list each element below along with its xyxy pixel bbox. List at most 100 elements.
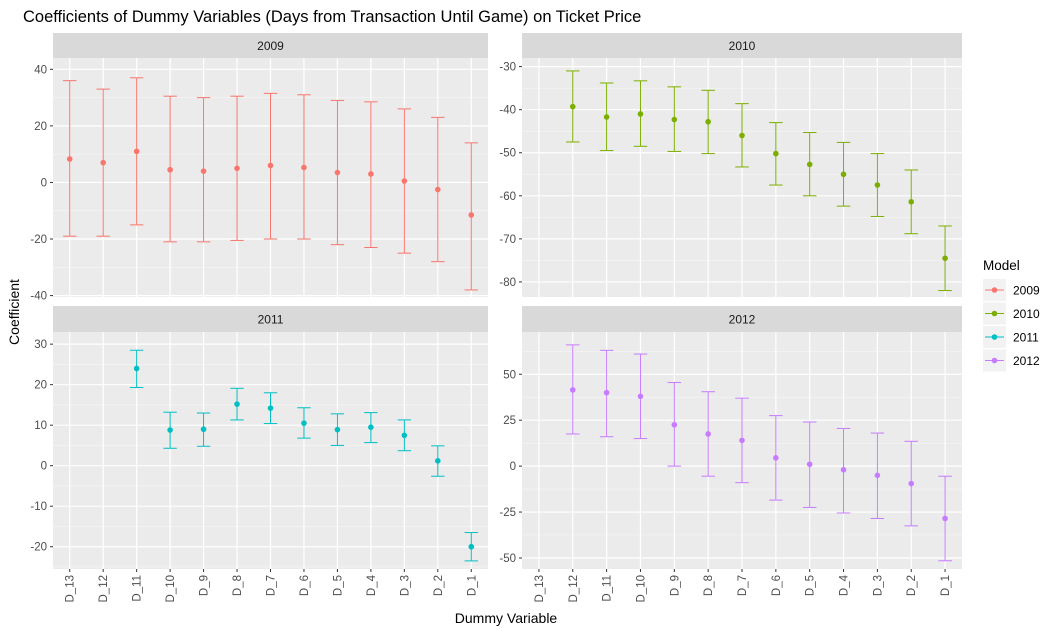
- x-tick-label: D_11: [132, 575, 144, 602]
- y-tick-label: -80: [499, 277, 516, 289]
- point-2012-D_4: [840, 466, 847, 473]
- point-2009-D_2: [435, 186, 441, 193]
- y-tick-label: -40: [30, 291, 47, 303]
- point-2010-D_2: [908, 199, 915, 205]
- x-tick-label: D_12: [98, 575, 110, 603]
- legend-title: Model: [983, 258, 1020, 273]
- point-2011-D_7: [267, 405, 274, 411]
- x-tick-label: D_1: [466, 575, 478, 596]
- x-tick-label: D_4: [366, 574, 378, 596]
- facet-strip: [53, 306, 488, 332]
- x-tick-label: D_3: [399, 575, 411, 596]
- facet-strip: [53, 33, 488, 58]
- point-2011-D_11: [133, 365, 140, 372]
- y-tick-label: 0: [41, 177, 47, 189]
- point-2012-D_3: [874, 472, 881, 479]
- x-tick-label: D_4: [839, 574, 851, 596]
- point-2009-D_4: [368, 171, 374, 177]
- legend-item-2012: 2012: [983, 349, 1040, 372]
- point-2012-D_11: [603, 389, 610, 396]
- point-2012-D_9: [671, 421, 678, 428]
- legend-label: 2010: [1013, 307, 1040, 321]
- point-2010-D_10: [637, 111, 644, 117]
- point-2010-D_4: [840, 171, 847, 178]
- legend-label: 2011: [1013, 331, 1039, 345]
- x-tick-label: D_10: [165, 575, 177, 603]
- legend-item-2009: 2009: [983, 279, 1040, 301]
- x-tick-label: D_11: [602, 575, 614, 602]
- y-tick-label: 20: [34, 380, 47, 392]
- x-tick-label: D_13: [534, 575, 546, 603]
- point-2009-D_11: [133, 148, 140, 155]
- point-2011-D_4: [368, 424, 374, 431]
- y-tick-label: -60: [499, 191, 516, 203]
- legend-label: 2012: [1013, 354, 1040, 368]
- legend-key-point: [991, 287, 998, 293]
- y-tick-label: 40: [34, 64, 47, 76]
- facet-strip: [522, 33, 962, 58]
- x-tick-label: D_1: [940, 575, 952, 596]
- legend-key-point: [991, 310, 998, 317]
- point-2010-D_8: [705, 118, 711, 125]
- point-2010-D_1: [942, 255, 948, 262]
- y-tick-label: -40: [499, 105, 516, 117]
- point-2009-D_6: [301, 164, 307, 171]
- x-tick-label: D_6: [299, 575, 311, 596]
- legend-key-point: [991, 334, 998, 340]
- facet-strip-label: 2010: [729, 39, 756, 53]
- facet-panel-2009: 2009 -40 -20 0 20 40: [30, 33, 488, 303]
- legend-item-2010: 2010: [983, 302, 1040, 325]
- legend: Model 2009 2010 2011 2012: [983, 258, 1040, 372]
- point-2011-D_10: [167, 427, 173, 433]
- x-tick-label: D_9: [199, 575, 211, 596]
- point-2012-D_6: [773, 455, 779, 461]
- x-tick-label: D_2: [906, 575, 918, 596]
- y-tick-label: 0: [41, 461, 47, 473]
- point-2011-D_3: [401, 432, 408, 439]
- x-tick-label: D_2: [433, 575, 445, 596]
- x-tick-label: D_13: [65, 575, 77, 603]
- y-tick-label: -25: [499, 507, 516, 519]
- point-2010-D_3: [874, 182, 881, 188]
- facet-strip-label: 2012: [729, 313, 756, 327]
- y-tick-label: 25: [503, 415, 516, 427]
- point-2011-D_8: [234, 401, 240, 407]
- point-2009-D_7: [267, 162, 274, 169]
- y-tick-label: -70: [499, 234, 516, 246]
- facet-strip-label: 2009: [257, 39, 284, 53]
- x-tick-label: D_8: [232, 575, 244, 596]
- point-2012-D_12: [569, 387, 576, 393]
- y-tick-label: -10: [30, 501, 47, 513]
- facet-panel-2010: 2010 -80 -70 -60 -50 -40 -30: [499, 33, 962, 297]
- y-tick-label: 10: [34, 420, 47, 432]
- point-2009-D_12: [100, 159, 106, 166]
- point-2010-D_6: [773, 150, 779, 157]
- y-tick-label: 20: [34, 121, 47, 133]
- facet-panels: 2009-40-20020402010-80-70-60-50-40-30201…: [30, 33, 962, 603]
- point-2010-D_12: [569, 103, 576, 110]
- facet-strip: [522, 306, 962, 332]
- chart-title: Coefficients of Dummy Variables (Days fr…: [23, 8, 641, 26]
- point-2012-D_7: [739, 437, 745, 444]
- point-2012-D_10: [637, 393, 644, 400]
- legend-label: 2009: [1013, 284, 1040, 298]
- point-2012-D_2: [908, 480, 915, 487]
- x-tick-label: D_9: [669, 575, 681, 596]
- x-tick-label: D_12: [568, 575, 580, 603]
- facet-panel-2012: 2012 -50 -25 0 25 50 D_13 D_12 D_11 D_10 D_9 D_8 D_7…: [499, 306, 962, 603]
- point-2011-D_9: [200, 426, 207, 433]
- y-tick-label: -20: [30, 234, 47, 246]
- y-axis-title: Coefficient: [6, 279, 22, 345]
- point-2012-D_5: [806, 461, 813, 468]
- point-2009-D_1: [468, 212, 475, 218]
- point-2009-D_9: [200, 168, 207, 174]
- x-tick-label: D_7: [737, 575, 749, 596]
- point-2011-D_2: [435, 458, 441, 464]
- y-tick-label: 50: [503, 369, 516, 381]
- x-axis-title: Dummy Variable: [455, 610, 558, 626]
- point-2011-D_5: [334, 426, 341, 433]
- y-tick-label: -50: [499, 148, 516, 160]
- y-tick-label: -20: [30, 542, 47, 554]
- x-tick-label: D_5: [332, 575, 344, 596]
